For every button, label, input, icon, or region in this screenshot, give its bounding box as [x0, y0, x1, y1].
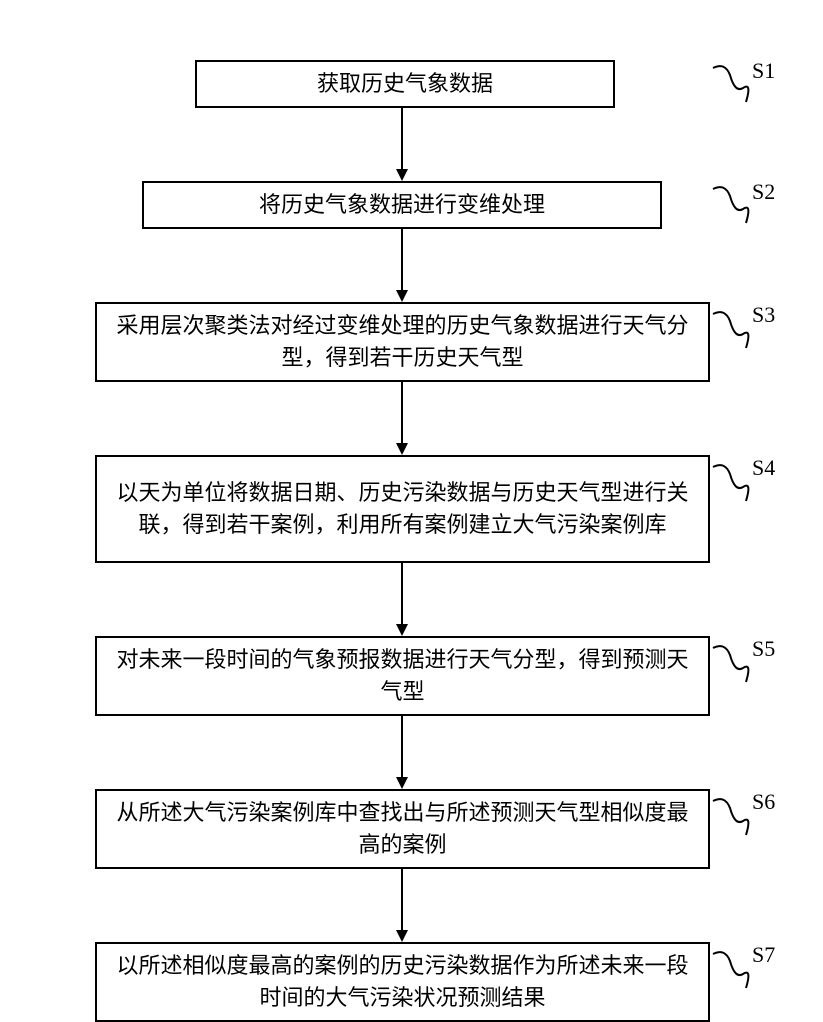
step-text: 以天为单位将数据日期、历史污染数据与历史天气型进行关联，得到若干案例，利用所有案…: [111, 477, 694, 541]
flow-arrow: [392, 563, 412, 636]
flow-arrow: [392, 716, 412, 789]
flowchart-container: 获取历史气象数据 S1 将历史气象数据进行变维处理 S2 采用层次聚类法对经过变…: [0, 30, 823, 1000]
flow-arrow: [392, 382, 412, 455]
step-label: S6: [752, 789, 775, 815]
flow-arrow: [392, 869, 412, 942]
step-label: S4: [752, 455, 775, 481]
step-label: S7: [752, 942, 775, 968]
step-box-s1: 获取历史气象数据: [195, 60, 615, 108]
step-text: 获取历史气象数据: [317, 68, 493, 100]
step-text: 以所述相似度最高的案例的历史污染数据作为所述未来一段时间的大气污染状况预测结果: [111, 950, 694, 1014]
step-label: S5: [752, 636, 775, 662]
step-box-s3: 采用层次聚类法对经过变维处理的历史气象数据进行天气分型，得到若干历史天气型: [95, 302, 710, 382]
step-box-s2: 将历史气象数据进行变维处理: [142, 181, 662, 229]
label-curve-s6: [710, 793, 750, 843]
step-label: S3: [752, 302, 775, 328]
step-box-s4: 以天为单位将数据日期、历史污染数据与历史天气型进行关联，得到若干案例，利用所有案…: [95, 455, 710, 563]
step-box-s6: 从所述大气污染案例库中查找出与所述预测天气型相似度最高的案例: [95, 789, 710, 869]
step-text: 采用层次聚类法对经过变维处理的历史气象数据进行天气分型，得到若干历史天气型: [111, 310, 694, 374]
flow-arrow: [392, 229, 412, 302]
step-box-s7: 以所述相似度最高的案例的历史污染数据作为所述未来一段时间的大气污染状况预测结果: [95, 942, 710, 1022]
step-text: 从所述大气污染案例库中查找出与所述预测天气型相似度最高的案例: [111, 797, 694, 861]
label-curve-s2: [710, 181, 750, 231]
step-label: S2: [752, 179, 775, 205]
label-curve-s1: [710, 60, 750, 110]
flow-arrow: [392, 108, 412, 181]
label-curve-s3: [710, 306, 750, 356]
step-box-s5: 对未来一段时间的气象预报数据进行天气分型，得到预测天气型: [95, 636, 710, 716]
label-curve-s4: [710, 459, 750, 509]
label-curve-s5: [710, 640, 750, 690]
step-label: S1: [752, 58, 775, 84]
step-text: 将历史气象数据进行变维处理: [259, 189, 545, 221]
step-text: 对未来一段时间的气象预报数据进行天气分型，得到预测天气型: [111, 644, 694, 708]
label-curve-s7: [710, 946, 750, 996]
